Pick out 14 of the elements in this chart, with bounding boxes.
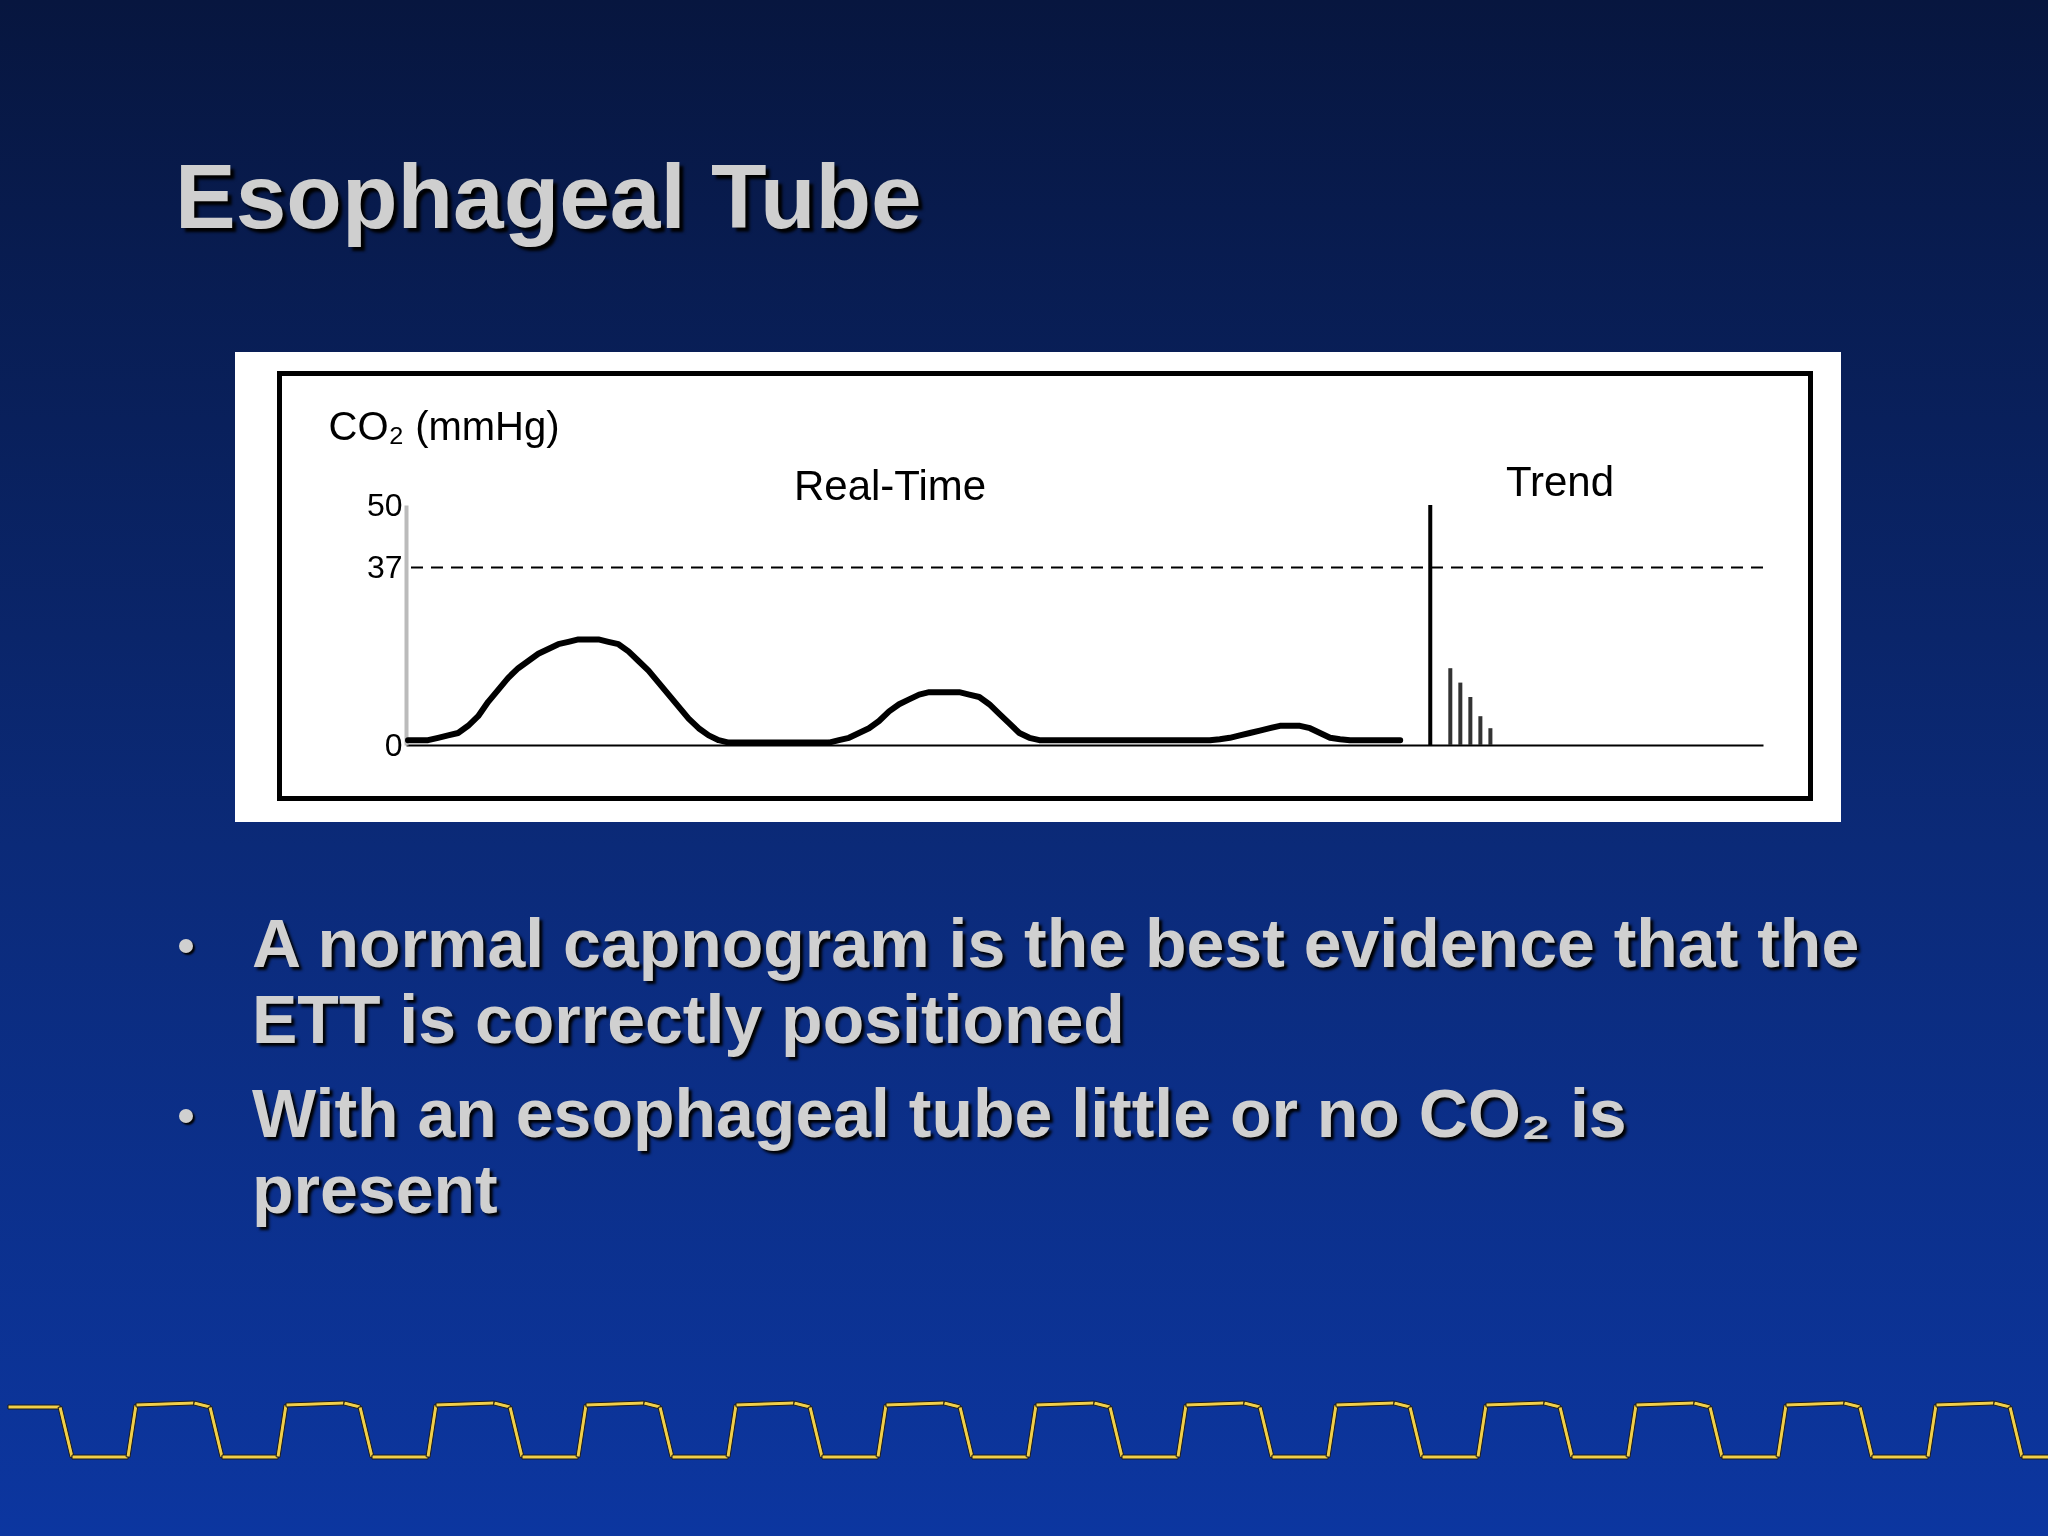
y-tick-label: 0 <box>384 726 403 763</box>
chart-title: Esophageal Tube <box>175 145 922 249</box>
text: A normal capnogram is the best evidence that the ETT is correctly positioned <box>251 905 1861 1057</box>
bar <box>1488 728 1493 745</box>
annotation: Trend <box>1505 458 1615 505</box>
y-axis-title: CO₂ (mmHg) <box>328 403 560 448</box>
y-tick-label: 37 <box>366 548 403 585</box>
bar <box>1468 697 1473 745</box>
bar <box>1448 668 1453 745</box>
text: With an esophageal tube little or no CO₂ is present <box>251 1075 1628 1227</box>
y-tick-label: 50 <box>366 486 403 523</box>
annotation: Real-Time <box>793 462 987 509</box>
bar <box>1478 716 1483 745</box>
bar <box>1458 682 1463 745</box>
